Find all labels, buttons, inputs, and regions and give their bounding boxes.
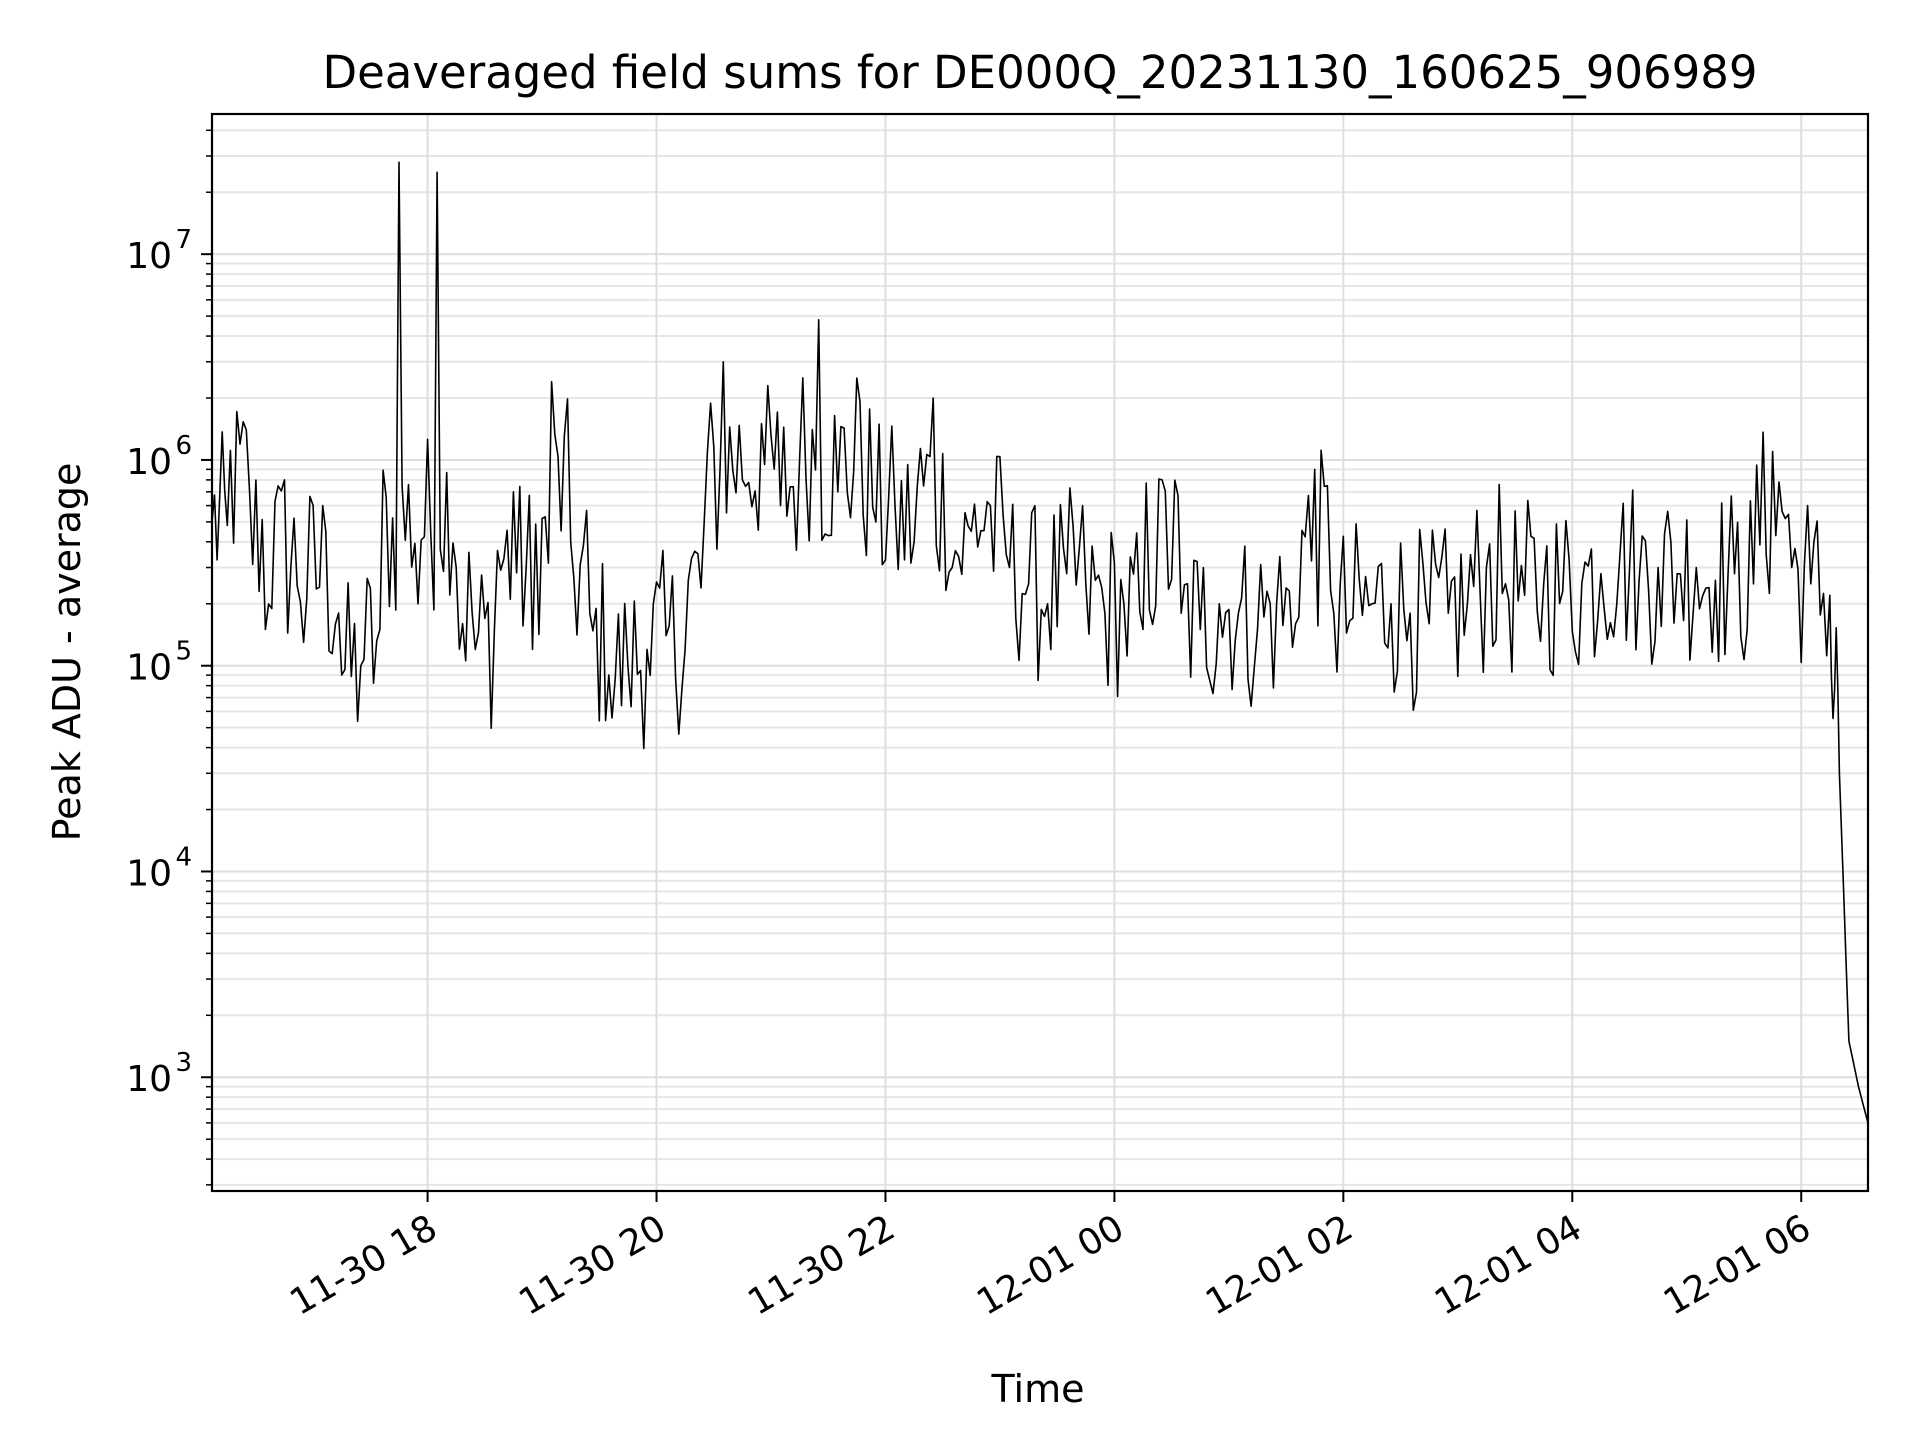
y-tick-base: 10	[126, 648, 172, 689]
y-tick-label: 10	[126, 442, 172, 483]
series-group	[211, 161, 1869, 1124]
y-tick-exponent: 7	[175, 225, 192, 255]
y-tick-base: 10	[126, 853, 172, 894]
chart-title: Deaveraged field sums for DE000Q_2023113…	[322, 46, 1757, 99]
y-axis-label: Peak ADU - average	[45, 463, 89, 842]
series-line	[211, 161, 1869, 1124]
y-tick-exponent: 5	[175, 637, 192, 667]
y-tick-base: 10	[126, 236, 172, 277]
x-axis-label: Time	[991, 1367, 1085, 1411]
y-tick-exponent: 3	[175, 1048, 192, 1078]
y-tick-label: 10	[126, 236, 172, 277]
y-tick-exponent: 6	[175, 431, 192, 461]
grid	[212, 114, 1868, 1191]
plot-frame	[210, 112, 1870, 1193]
y-tick-label: 10	[126, 853, 172, 894]
y-tick-label: 10	[126, 648, 172, 689]
y-tick-base: 10	[126, 1059, 172, 1100]
y-tick-base: 10	[126, 442, 172, 483]
y-tick-exponent: 4	[175, 842, 192, 872]
y-tick-label: 10	[126, 1059, 172, 1100]
